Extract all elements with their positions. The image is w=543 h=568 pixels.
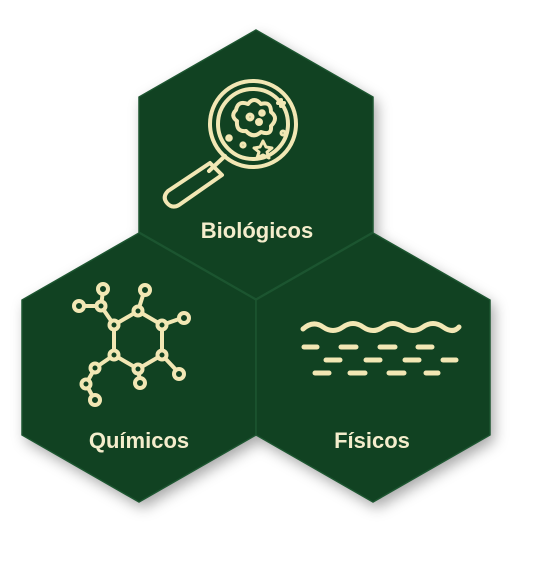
hexagon-fisicos: Físicos bbox=[255, 232, 491, 503]
molecule-icon bbox=[72, 282, 191, 407]
hexagon-fisicos-label: Físicos bbox=[334, 428, 410, 453]
hexagon-biologicos-label: Biológicos bbox=[201, 218, 313, 243]
hexagon-biologicos: Biológicos bbox=[138, 29, 374, 300]
waves-icon bbox=[300, 321, 462, 376]
hexagon-quimicos-label: Químicos bbox=[89, 428, 189, 453]
magnifier-microbe-icon bbox=[162, 79, 298, 209]
hexagon-quimicos: Químicos bbox=[21, 232, 257, 503]
